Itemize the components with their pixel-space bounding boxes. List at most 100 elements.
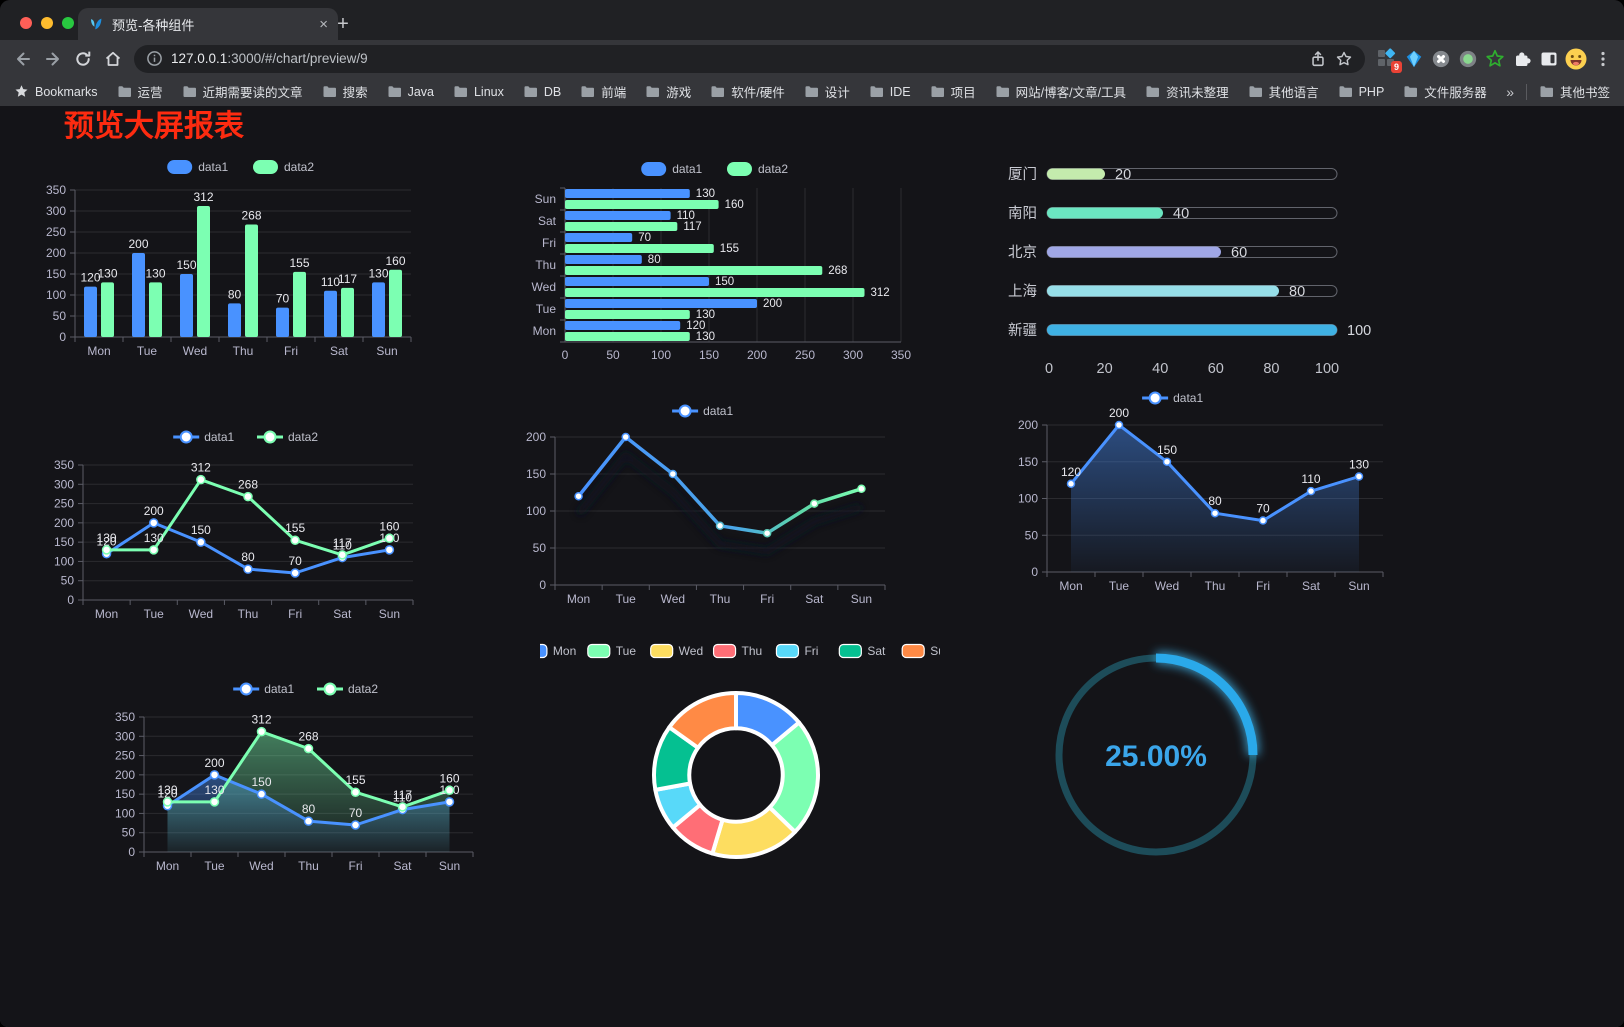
svg-text:100: 100 [1018, 492, 1038, 506]
chart-gauge[interactable]: 25.00% [1040, 640, 1280, 878]
bookmark-folder[interactable]: IDE [869, 85, 911, 99]
chart-donut[interactable]: Mon Tue Wed Thu Fri Sat Sun [524, 635, 952, 880]
svg-text:data1: data1 [703, 404, 733, 418]
svg-text:Sat: Sat [333, 607, 352, 621]
browser-menu-kebab-icon[interactable] [1589, 45, 1616, 72]
bookmark-folder[interactable]: 搜索 [322, 82, 368, 101]
svg-text:100: 100 [651, 348, 671, 362]
svg-text:data1: data1 [672, 162, 702, 176]
bookmark-folder[interactable]: 项目 [930, 82, 976, 101]
chart-progress-bars[interactable]: 厦门 20 南阳 40 北京 60 上海 80 新疆 100 0 20 40 60 80 100 [965, 152, 1420, 382]
svg-text:Mon: Mon [95, 607, 118, 621]
svg-text:150: 150 [699, 348, 719, 362]
svg-text:50: 50 [533, 541, 547, 555]
tab-favicon [88, 16, 104, 32]
bookmark-folder[interactable]: 设计 [804, 82, 850, 101]
forward-button[interactable] [38, 44, 68, 74]
svg-text:Sat: Sat [538, 214, 557, 228]
svg-text:110: 110 [333, 539, 352, 553]
bookmark-folder[interactable]: 近期需要读的文章 [182, 82, 303, 101]
svg-text:130: 130 [97, 266, 117, 280]
svg-text:200: 200 [46, 246, 66, 260]
fullscreen-window-button[interactable] [62, 17, 74, 29]
folder-icon [931, 85, 944, 97]
bookmark-folder-label: 软件/硬件 [731, 86, 785, 100]
bookmark-folder[interactable]: 前端 [580, 82, 626, 101]
bookmark-folder-label: 资讯未整理 [1166, 86, 1229, 100]
bookmark-folder[interactable]: Java [387, 85, 434, 99]
svg-text:312: 312 [871, 287, 890, 299]
svg-text:50: 50 [606, 348, 620, 362]
chart-line-gradient[interactable]: data1 0 50 100 150 200 Mon Tue Wed Thu Fri Sat Sun [505, 395, 905, 617]
chart-area-two-series[interactable]: data1 data2 0 50 100 150 200 250 300 350 Mon Tue Wed… [100, 672, 510, 897]
bookmark-folder-label: 网站/博客/文章/工具 [1015, 86, 1127, 100]
other-bookmarks-folder[interactable]: 其他书签 [1539, 82, 1610, 101]
bookmark-folder[interactable]: Linux [453, 85, 504, 99]
svg-text:250: 250 [46, 225, 66, 239]
svg-text:200: 200 [747, 348, 767, 362]
close-window-button[interactable] [20, 17, 32, 29]
bookmark-folder[interactable]: 游戏 [645, 82, 691, 101]
svg-text:155: 155 [345, 773, 365, 787]
bookmarks-bar: Bookmarks 运营 近期需要读的文章 搜索 Java Linux DB 前端 游戏 软件/… [0, 77, 1624, 106]
bookmarks-overflow-chevron[interactable]: » [1506, 83, 1514, 100]
bookmark-folder[interactable]: 文件服务器 [1403, 82, 1487, 101]
svg-text:Sat: Sat [867, 644, 886, 658]
svg-text:Fri: Fri [542, 236, 556, 250]
tab-close-icon[interactable]: × [319, 15, 328, 33]
svg-text:200: 200 [54, 516, 74, 530]
share-icon[interactable] [1309, 50, 1327, 68]
svg-text:Sat: Sat [805, 592, 824, 606]
browser-tab[interactable]: 预览-各种组件 × [78, 8, 338, 40]
bookmark-folder[interactable]: PHP [1338, 85, 1384, 99]
minimize-window-button[interactable] [41, 17, 53, 29]
bookmark-folder[interactable]: 运营 [117, 82, 163, 101]
svg-text:130: 130 [144, 531, 164, 545]
svg-text:150: 150 [46, 267, 66, 281]
back-button[interactable] [8, 44, 38, 74]
svg-text:110: 110 [1301, 472, 1320, 486]
bookmark-folder[interactable]: 资讯未整理 [1145, 82, 1229, 101]
svg-text:Sun: Sun [535, 192, 556, 206]
site-info-icon[interactable] [146, 50, 163, 67]
profile-avatar[interactable] [1562, 45, 1589, 72]
svg-text:100: 100 [526, 504, 546, 518]
svg-text:120: 120 [1061, 465, 1081, 479]
bookmark-folder[interactable]: 网站/博客/文章/工具 [995, 82, 1126, 101]
chart-line-two-series[interactable]: data1 data2 0 50 100 150 200 250 300 350 Mon Tue Wed… [45, 420, 465, 642]
svg-text:117: 117 [338, 272, 357, 286]
extension-green-star-icon[interactable] [1481, 45, 1508, 72]
svg-text:南阳: 南阳 [1008, 205, 1037, 222]
extension-circle-cross-icon[interactable] [1427, 45, 1454, 72]
svg-text:150: 150 [1018, 455, 1038, 469]
bookmark-folder[interactable]: 其他语言 [1248, 82, 1319, 101]
extension-gem-icon[interactable] [1400, 45, 1427, 72]
extension-devtools-icon[interactable]: 9 [1373, 45, 1402, 73]
svg-text:150: 150 [176, 258, 196, 272]
address-bar[interactable]: 127.0.0.1:3000/#/chart/preview/9 [134, 44, 1365, 73]
svg-text:300: 300 [115, 729, 135, 743]
new-tab-button[interactable]: + [337, 13, 349, 35]
side-panel-icon[interactable] [1535, 45, 1562, 72]
svg-text:Fri: Fri [804, 644, 818, 658]
svg-text:0: 0 [539, 578, 546, 592]
bookmarks-manager-item[interactable]: Bookmarks [14, 84, 98, 99]
svg-text:Sun: Sun [1348, 579, 1369, 593]
reload-button[interactable] [68, 44, 98, 74]
chart-bar-horizontal-grouped[interactable]: data1 data2 0 50 100 150 200 250 300 350 Mon 120 130… [505, 152, 929, 372]
extension-green-dot-icon[interactable] [1454, 45, 1481, 72]
extensions-puzzle-icon[interactable] [1508, 45, 1535, 72]
url-text[interactable]: 127.0.0.1:3000/#/chart/preview/9 [171, 51, 1301, 66]
bookmark-folder[interactable]: DB [523, 85, 561, 99]
svg-text:70: 70 [349, 806, 363, 820]
svg-text:40: 40 [1173, 206, 1189, 222]
chart-bar-vertical-grouped[interactable]: data1 data2 0 50 100 150 200 250 300 350 Mon Tue Wed… [45, 150, 465, 375]
bookmark-star-icon[interactable] [1335, 50, 1353, 68]
page-title: 预览大屏报表 [64, 110, 244, 143]
bookmark-folder[interactable]: 软件/硬件 [710, 82, 785, 101]
svg-text:Tue: Tue [616, 644, 637, 658]
svg-text:130: 130 [204, 783, 224, 797]
chart-area-single[interactable]: data1 0 50 100 150 200 Mon Tue Wed Thu Fri Sat Sun 12… [975, 385, 1405, 605]
home-button[interactable] [98, 44, 128, 74]
